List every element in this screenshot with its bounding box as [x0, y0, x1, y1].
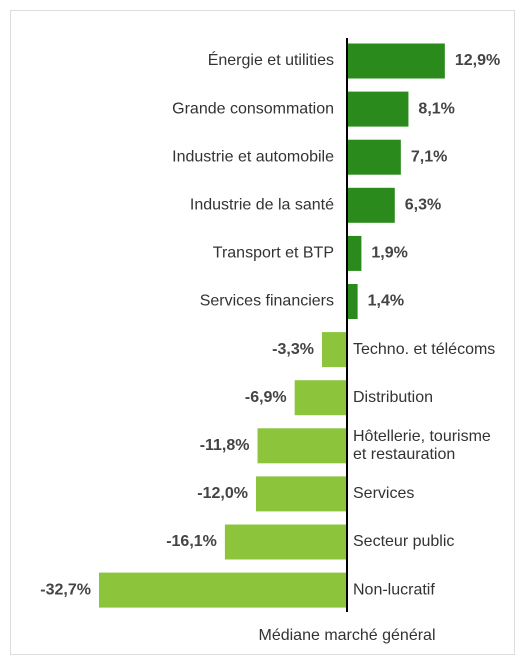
- bar: [347, 139, 401, 175]
- bar: [224, 524, 347, 560]
- category-label: Distribution: [353, 389, 433, 406]
- value-label: 12,9%: [455, 52, 500, 69]
- bar: [321, 332, 347, 368]
- value-label: 1,9%: [371, 245, 407, 262]
- category-label: Transport et BTP: [213, 245, 334, 262]
- bar: [257, 428, 347, 464]
- value-label: -11,8%: [200, 437, 250, 454]
- value-label: 7,1%: [411, 148, 447, 165]
- bar: [347, 187, 395, 223]
- value-label: -3,3%: [272, 341, 314, 358]
- value-label: 1,4%: [368, 293, 404, 310]
- value-label: -12,0%: [197, 485, 248, 502]
- category-label: Grande consommation: [172, 100, 334, 117]
- category-label: Non-lucratif: [353, 581, 435, 598]
- axis-label: Médiane marché général: [259, 627, 436, 644]
- category-label: Services financiers: [200, 293, 334, 310]
- value-label: 8,1%: [418, 100, 454, 117]
- value-label: 6,3%: [405, 197, 441, 214]
- bar: [347, 91, 409, 127]
- category-label: Industrie de la santé: [190, 197, 334, 214]
- bar: [347, 284, 358, 319]
- category-label: Industrie et automobile: [172, 148, 334, 165]
- category-label: Énergie et utilities: [208, 50, 334, 69]
- value-label: -32,7%: [40, 581, 91, 598]
- value-label: -6,9%: [245, 389, 287, 406]
- bar: [255, 476, 347, 512]
- category-label: Secteur public: [353, 533, 454, 550]
- bar: [347, 43, 445, 79]
- category-label: Hôtellerie, tourisme et restauration: [353, 428, 495, 463]
- bar: [347, 235, 362, 271]
- bar: [99, 572, 347, 608]
- category-label: Services: [353, 485, 414, 502]
- value-label: -16,1%: [166, 533, 217, 550]
- bar: [294, 380, 347, 416]
- category-label: Techno. et télécoms: [353, 341, 495, 358]
